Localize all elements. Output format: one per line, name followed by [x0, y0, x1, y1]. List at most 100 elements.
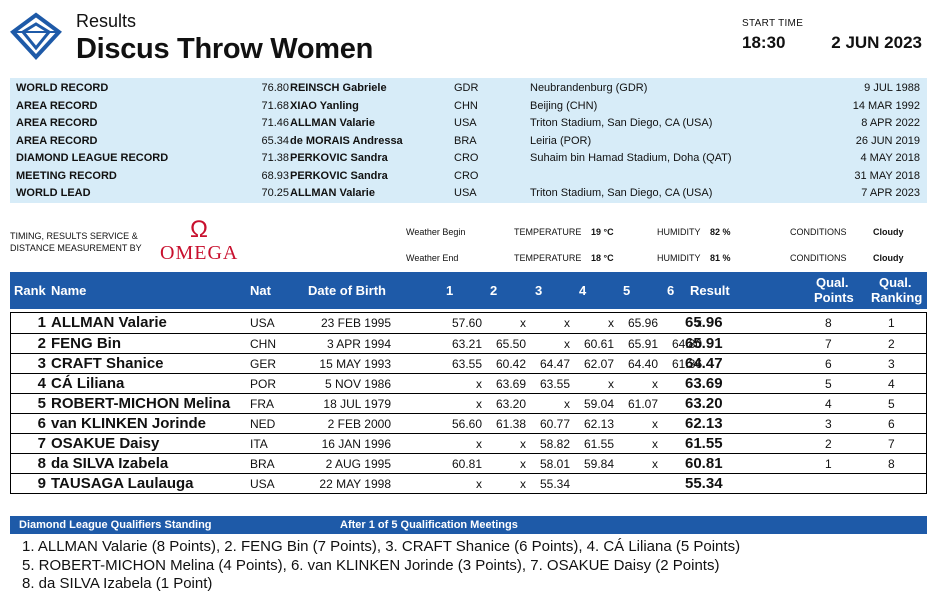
qual-points: 5 [825, 377, 832, 391]
attempt-1: 63.55 [451, 357, 482, 371]
attempt-2: 60.42 [495, 357, 526, 371]
attempt-1: x [476, 437, 482, 451]
qual-ranking: 6 [888, 417, 895, 431]
attempt-3: 58.82 [539, 437, 570, 451]
record-row: WORLD LEAD 70.25 ALLMAN Valarie USA Triton S… [10, 185, 927, 203]
record-athlete: ALLMAN Valarie [290, 187, 375, 199]
weather-end-conditions-label: CONDITIONS [790, 253, 847, 263]
col-nat: Nat [250, 283, 271, 298]
weather-begin-humidity-label: HUMIDITY [657, 227, 701, 237]
attempt-1: x [476, 477, 482, 491]
weather-end-conditions: Cloudy [873, 253, 904, 263]
records-panel: WORLD RECORD 76.80 REINSCH Gabriele GDR Neub… [10, 78, 927, 203]
athlete-nat: USA [250, 316, 275, 330]
record-venue: Suhaim bin Hamad Stadium, Doha (QAT) [530, 152, 732, 164]
record-value: 71.38 [261, 152, 289, 164]
record-athlete: PERKOVIC Sandra [290, 152, 388, 164]
col-attempt-5: 5 [623, 283, 631, 298]
record-nat: BRA [454, 134, 477, 147]
athlete-nat: FRA [250, 397, 274, 411]
record-type: WORLD LEAD [16, 187, 91, 199]
qual-ranking: 7 [888, 437, 895, 451]
weather-end-label: Weather End [406, 253, 459, 263]
attempt-5: x [652, 377, 658, 391]
record-nat: CRO [454, 169, 479, 182]
attempt-2: x [520, 316, 526, 330]
weather-end-temp-label: TEMPERATURE [514, 253, 582, 263]
record-nat: CHN [454, 99, 478, 112]
athlete-rank: 9 [37, 475, 46, 492]
athlete-name: CÁ Liliana [51, 375, 125, 392]
athlete-name: ALLMAN Valarie [51, 314, 167, 331]
qual-points: 1 [825, 457, 832, 471]
athlete-name: van KLINKEN Jorinde [51, 415, 207, 432]
timing-line-2: DISTANCE MEASUREMENT BY [10, 243, 142, 253]
record-type: WORLD RECORD [16, 82, 109, 94]
athlete-result: 63.20 [685, 395, 723, 412]
attempt-1: x [476, 377, 482, 391]
attempt-5: 65.96 [627, 316, 658, 330]
weather-end-humidity-label: HUMIDITY [657, 253, 701, 263]
attempt-4: 60.61 [583, 337, 614, 351]
athlete-nat: CHN [250, 337, 276, 351]
record-nat: USA [454, 187, 477, 199]
qual-ranking: 3 [888, 357, 895, 371]
athlete-name: CRAFT Shanice [51, 355, 164, 372]
qual-points: 7 [825, 337, 832, 351]
attempt-1: 60.81 [451, 457, 482, 471]
attempt-5: x [652, 417, 658, 431]
record-row: WORLD RECORD 76.80 REINSCH Gabriele GDR Neub… [10, 80, 927, 98]
weather-begin-humidity: 82 % [710, 227, 731, 237]
athlete-result: 62.13 [685, 415, 723, 432]
col-attempt-6: 6 [667, 283, 675, 298]
athlete-rank: 4 [37, 375, 46, 392]
record-athlete: PERKOVIC Sandra [290, 169, 388, 182]
athlete-name: OSAKUE Daisy [51, 435, 160, 452]
athlete-dob: 22 MAY 1998 [319, 477, 391, 491]
attempt-5: 61.07 [627, 397, 658, 411]
attempt-3: 60.77 [539, 417, 570, 431]
qual-ranking: 8 [888, 457, 895, 471]
athlete-name: da SILVA Izabela [51, 455, 169, 472]
weather-begin-conditions: Cloudy [873, 227, 904, 237]
athlete-nat: NED [250, 417, 276, 431]
record-date: 31 MAY 2018 [854, 169, 920, 182]
record-value: 68.93 [261, 169, 289, 182]
athlete-name: ROBERT-MICHON Melina [51, 395, 231, 412]
record-date: 8 APR 2022 [861, 117, 920, 129]
attempt-5: x [652, 437, 658, 451]
record-row: MEETING RECORD 68.93 PERKOVIC Sandra CRO 31 … [10, 168, 927, 186]
athlete-rank: 2 [37, 335, 46, 352]
dl-subtitle: After 1 of 5 Qualification Meetings [340, 519, 518, 531]
record-date: 26 JUN 2019 [855, 134, 920, 147]
dl-line: 8. da SILVA Izabela (1 Point) [22, 575, 213, 592]
qual-points: 3 [825, 417, 832, 431]
omega-logo: Ω OMEGA [158, 216, 250, 266]
table-row: 6 van KLINKEN Jorinde NED 2 FEB 2000 56.60 61… [11, 413, 926, 434]
omega-symbol-icon: Ω [190, 216, 208, 243]
record-athlete: ALLMAN Valarie [290, 117, 375, 129]
athlete-dob: 3 APR 1994 [326, 337, 391, 351]
record-nat: CRO [454, 152, 479, 164]
athlete-dob: 2 FEB 2000 [327, 417, 391, 431]
record-venue: Triton Stadium, San Diego, CA (USA) [530, 117, 713, 129]
diamond-league-logo-icon [10, 12, 62, 60]
qual-ranking: 2 [888, 337, 895, 351]
attempt-3: x [564, 397, 570, 411]
record-venue: Leiria (POR) [530, 134, 592, 147]
attempt-5: x [652, 457, 658, 471]
record-type: AREA RECORD [16, 117, 98, 129]
record-date: 9 JUL 1988 [864, 82, 920, 94]
record-row: AREA RECORD 71.46 ALLMAN Valarie USA Triton … [10, 115, 927, 133]
weather-begin-temp-label: TEMPERATURE [514, 227, 582, 237]
athlete-result: 63.69 [685, 375, 723, 392]
event-title: Discus Throw Women [76, 33, 373, 65]
col-qual-points-2: Points [814, 290, 854, 305]
results-table-body: 1 ALLMAN Valarie USA 23 FEB 1995 57.60 x x x 65.… [10, 312, 927, 494]
athlete-result: 65.91 [685, 335, 723, 352]
record-value: 65.34 [261, 134, 289, 147]
attempt-5: 64.40 [627, 357, 658, 371]
athlete-dob: 16 JAN 1996 [321, 437, 391, 451]
dl-line: 1. ALLMAN Valarie (8 Points), 2. FENG Bi… [22, 538, 741, 555]
record-type: AREA RECORD [16, 134, 98, 147]
